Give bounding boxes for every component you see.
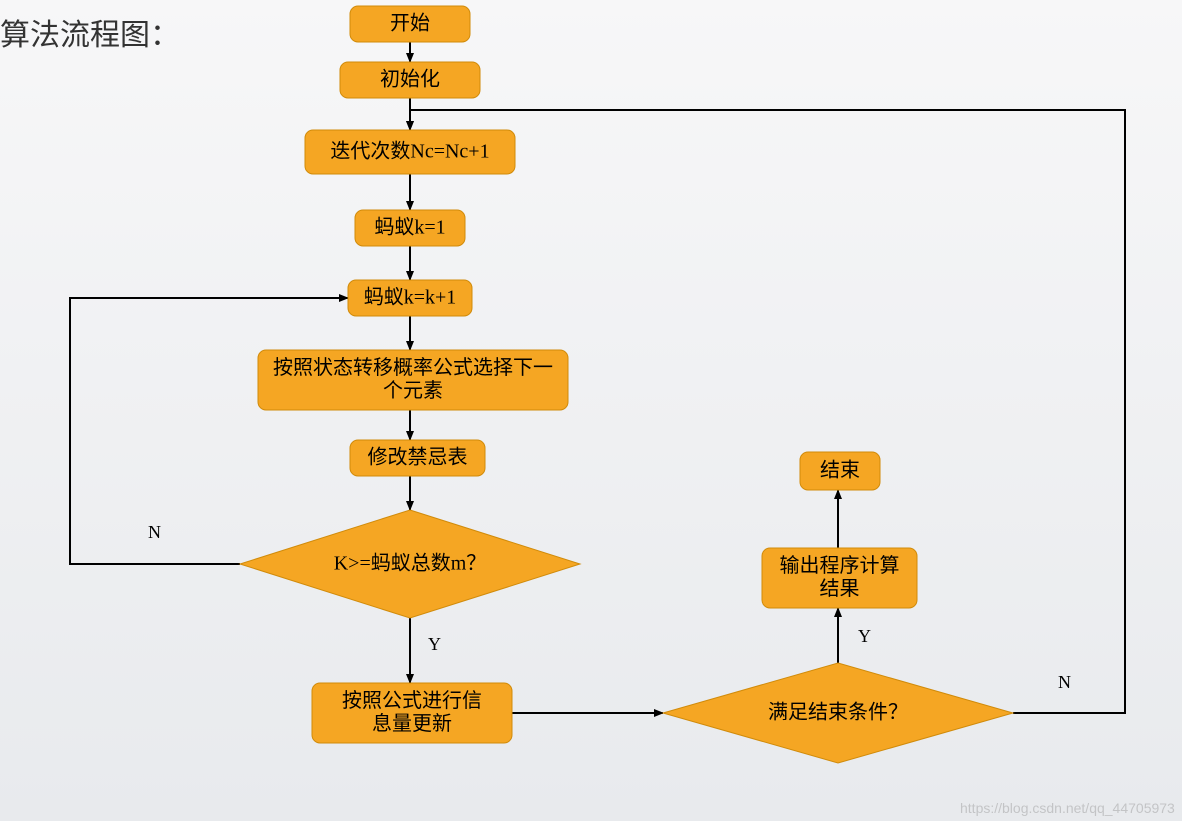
nodes-group: 开始初始化迭代次数Nc=Nc+1蚂蚁k=1蚂蚁k=k+1按照状态转移概率公式选择… [240, 6, 1013, 763]
node-label-start: 开始 [390, 12, 430, 35]
edge-label-7: Y [428, 634, 441, 654]
edge-label-11: N [148, 522, 161, 542]
flowchart-svg: YYNN开始初始化迭代次数Nc=Nc+1蚂蚁k=1蚂蚁k=k+1按照状态转移概率… [0, 0, 1182, 821]
node-label-iter: 迭代次数Nc=Nc+1 [330, 140, 489, 163]
node-label-init: 初始化 [380, 68, 440, 91]
edges-group: Y Y N N [70, 42, 1125, 713]
node-label-d1: K>=蚂蚁总数m？ [334, 552, 487, 575]
edge-label-12: N [1058, 672, 1071, 692]
node-label-tabu: 修改禁忌表 [368, 446, 468, 469]
edge-label-9: Y [858, 626, 871, 646]
node-label-d2: 满足结束条件？ [768, 701, 908, 724]
node-label-end: 结束 [820, 459, 860, 482]
edge-d2-iter [410, 110, 1125, 713]
edge-d1-antkInc [70, 298, 348, 564]
node-label-antkInc: 蚂蚁k=k+1 [364, 286, 457, 309]
node-label-antk1: 蚂蚁k=1 [374, 216, 445, 239]
